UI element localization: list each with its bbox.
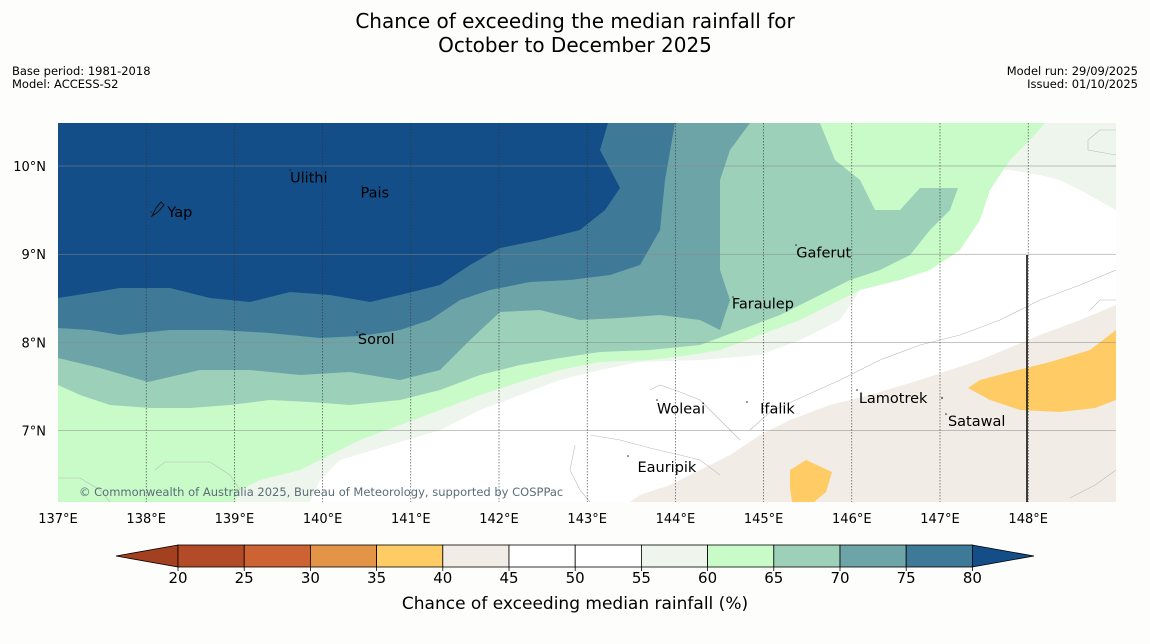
colorbar-segment	[376, 544, 444, 568]
colorbar-tick-label: 40	[433, 569, 452, 587]
lon-label: 148°E	[1008, 512, 1048, 527]
island-label: Ifalik	[760, 402, 795, 418]
title-line-2: October to December 2025	[438, 33, 712, 57]
issued-date: Issued: 01/10/2025	[1027, 77, 1138, 91]
contour-80-plus	[58, 123, 620, 302]
island-label: Yap	[166, 205, 192, 221]
contour-35-40-south	[790, 460, 832, 502]
island-labels: Yap Ulithi Pais Gaferut Faraulep Sorol Lamotre…	[150, 169, 1005, 476]
colorbar-label: Chance of exceeding median rainfall (%)	[401, 594, 749, 614]
lon-label: 137°E	[38, 512, 78, 527]
island-label: Pais	[361, 185, 390, 201]
colorbar-segment	[177, 544, 245, 568]
colorbar-tick-label: 45	[499, 569, 518, 587]
lon-label: 146°E	[832, 512, 872, 527]
colorbar-tick-label: 80	[963, 569, 982, 587]
colorbar-segment	[707, 544, 775, 568]
island-label: Sorol	[358, 332, 395, 348]
latitude-labels: 10°N 9°N 8°N 7°N	[13, 160, 46, 440]
colorbar-tick-label: 70	[830, 569, 849, 587]
longitude-labels: 137°E 138°E 139°E 140°E 141°E 142°E 143°E 144°E…	[38, 512, 1048, 527]
meta-right: Model run: 29/09/2025 Issued: 01/10/2025	[1007, 65, 1138, 91]
lon-label: 142°E	[479, 512, 519, 527]
colorbar-tick-label: 25	[235, 569, 254, 587]
colorbar-segment	[243, 544, 311, 568]
island-marker	[856, 389, 858, 391]
meta-left: Base period: 1981-2018 Model: ACCESS-S2	[12, 65, 151, 91]
island-marker	[945, 413, 947, 415]
contour-35-40-east	[968, 330, 1116, 412]
colorbar-segment	[442, 544, 510, 568]
model-run: Model run: 29/09/2025	[1006, 64, 1138, 78]
colorbar-under-arrow	[115, 544, 179, 568]
colorbar-tick-label: 30	[301, 569, 320, 587]
island-label: Satawal	[948, 414, 1005, 430]
island-marker	[656, 399, 658, 401]
copyright-text: © Commonwealth of Australia 2025, Bureau…	[79, 485, 563, 499]
contour-40-45	[630, 305, 1116, 502]
lon-label: 140°E	[303, 512, 343, 527]
island-marker	[150, 211, 152, 213]
colorbar-segment	[839, 544, 907, 568]
colorbar-tick-label: 60	[698, 569, 717, 587]
lon-label: 141°E	[391, 512, 431, 527]
colorbar-segment	[508, 544, 576, 568]
map-title: Chance of exceeding the median rainfall …	[0, 9, 1150, 57]
lat-label: 7°N	[22, 425, 47, 440]
title-line-1: Chance of exceeding the median rainfall …	[355, 9, 795, 33]
lat-label: 9°N	[22, 248, 47, 263]
colorbar-tick-label: 50	[566, 569, 585, 587]
island-label: Faraulep	[732, 297, 794, 313]
island-marker	[795, 244, 797, 246]
island-label: Woleai	[657, 402, 705, 418]
rainfall-contours: Yap Ulithi Pais Gaferut Faraulep Sorol Lamotre…	[58, 123, 1116, 502]
longitude-gridlines	[145, 123, 1029, 502]
lat-label: 10°N	[13, 160, 46, 175]
lon-label: 144°E	[656, 512, 696, 527]
colorbar-segment	[309, 544, 377, 568]
lon-label: 139°E	[215, 512, 255, 527]
colorbar-segment	[641, 544, 709, 568]
island-marker	[627, 455, 629, 457]
island-marker	[746, 401, 748, 403]
island-marker	[356, 331, 358, 333]
colorbar-tick-label: 20	[168, 569, 187, 587]
island-marker	[732, 296, 734, 298]
model-name: Model: ACCESS-S2	[12, 77, 119, 91]
colorbar-tick-label: 75	[897, 569, 916, 587]
island-marker	[361, 185, 363, 187]
lon-label: 143°E	[567, 512, 607, 527]
island-marker	[289, 169, 291, 171]
lon-label: 145°E	[744, 512, 784, 527]
colorbar-over-arrow	[971, 544, 1035, 568]
lon-label: 147°E	[920, 512, 960, 527]
lat-label: 8°N	[22, 336, 47, 351]
island-label: Lamotrek	[859, 391, 928, 407]
island-label: Ulithi	[290, 170, 328, 186]
base-period: Base period: 1981-2018	[12, 64, 151, 78]
colorbar-tick-label: 55	[632, 569, 651, 587]
colorbar-segment	[773, 544, 841, 568]
lon-label: 138°E	[126, 512, 166, 527]
colorbar-segment	[574, 544, 642, 568]
island-label: Gaferut	[796, 245, 851, 261]
yap-island-outline	[150, 201, 165, 218]
island-label: Eauripik	[637, 460, 696, 476]
island-marker	[941, 397, 943, 399]
colorbar-segment	[905, 544, 973, 568]
colorbar-tick-label: 65	[764, 569, 783, 587]
colorbar-tick-label: 35	[367, 569, 386, 587]
colorbar: 20 25 30 35 40 45 50 55 60 65 70 75 80	[115, 544, 1035, 587]
